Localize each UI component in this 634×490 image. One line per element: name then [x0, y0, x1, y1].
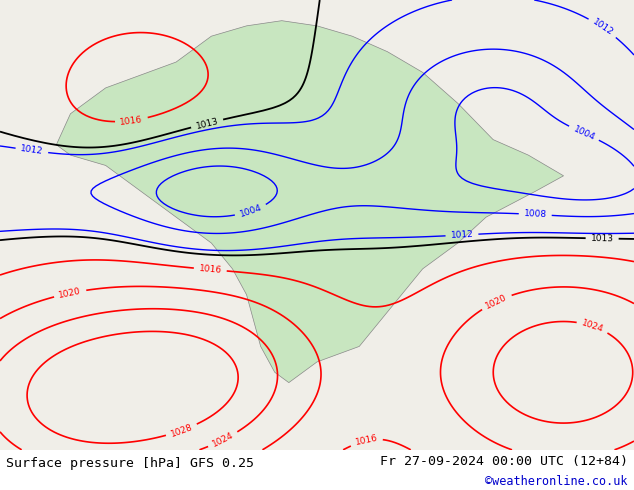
- Text: 1020: 1020: [58, 287, 82, 300]
- Text: 1013: 1013: [195, 116, 219, 130]
- Text: 1016: 1016: [198, 264, 222, 275]
- Text: Fr 27-09-2024 00:00 UTC (12+84): Fr 27-09-2024 00:00 UTC (12+84): [380, 455, 628, 468]
- Text: 1008: 1008: [524, 209, 547, 220]
- Text: Surface pressure [hPa] GFS 0.25: Surface pressure [hPa] GFS 0.25: [6, 457, 254, 470]
- Text: 1016: 1016: [120, 115, 143, 126]
- Text: 1012: 1012: [20, 145, 44, 156]
- Text: 1020: 1020: [484, 293, 508, 311]
- Text: 1016: 1016: [354, 434, 378, 447]
- Text: 1024: 1024: [580, 318, 605, 334]
- Text: 1012: 1012: [591, 18, 614, 38]
- Polygon shape: [56, 21, 564, 383]
- Text: 1004: 1004: [238, 203, 263, 219]
- Text: 1024: 1024: [211, 431, 235, 449]
- Text: 1028: 1028: [169, 422, 194, 439]
- Text: ©weatheronline.co.uk: ©weatheronline.co.uk: [485, 475, 628, 489]
- Text: 1012: 1012: [450, 230, 474, 240]
- Text: 1013: 1013: [590, 234, 614, 243]
- Text: 1004: 1004: [572, 124, 596, 142]
